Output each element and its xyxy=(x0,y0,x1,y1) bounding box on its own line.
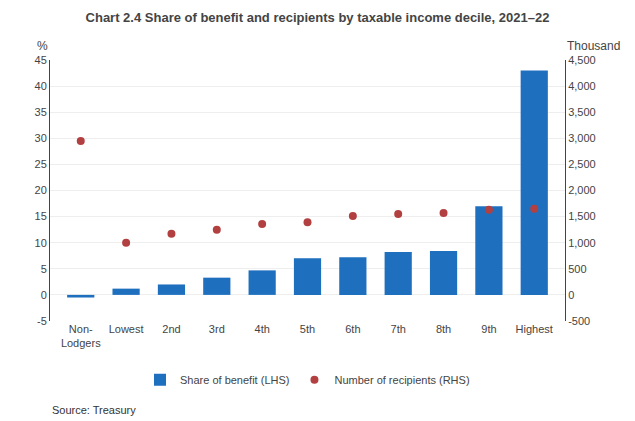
svg-text:35: 35 xyxy=(35,106,47,118)
svg-text:500: 500 xyxy=(568,263,586,275)
svg-text:Non-Lodgers: Non-Lodgers xyxy=(61,323,101,349)
svg-text:Share of benefit (LHS): Share of benefit (LHS) xyxy=(180,374,289,386)
svg-text:0: 0 xyxy=(41,289,47,301)
svg-text:45: 45 xyxy=(35,54,47,66)
svg-text:3,500: 3,500 xyxy=(568,106,596,118)
svg-text:5: 5 xyxy=(41,263,47,275)
svg-text:3,000: 3,000 xyxy=(568,132,596,144)
svg-text:10: 10 xyxy=(35,237,47,249)
svg-text:5th: 5th xyxy=(300,323,315,335)
svg-text:4th: 4th xyxy=(255,323,270,335)
svg-text:40: 40 xyxy=(35,80,47,92)
svg-text:15: 15 xyxy=(35,210,47,222)
svg-text:3rd: 3rd xyxy=(209,323,225,335)
svg-text:Number of recipients (RHS): Number of recipients (RHS) xyxy=(334,374,469,386)
svg-text:Chart 2.4 Share of benefit and: Chart 2.4 Share of benefit and recipient… xyxy=(86,10,550,25)
svg-text:Thousand: Thousand xyxy=(567,39,620,53)
svg-text:1,500: 1,500 xyxy=(568,210,596,222)
svg-text:Source: Treasury: Source: Treasury xyxy=(52,404,136,416)
svg-text:7th: 7th xyxy=(391,323,406,335)
svg-text:4,000: 4,000 xyxy=(568,80,596,92)
svg-text:4,500: 4,500 xyxy=(568,54,596,66)
svg-text:9th: 9th xyxy=(481,323,496,335)
svg-text:0: 0 xyxy=(568,289,574,301)
svg-text:2,000: 2,000 xyxy=(568,184,596,196)
svg-text:2nd: 2nd xyxy=(162,323,180,335)
svg-text:20: 20 xyxy=(35,184,47,196)
svg-text:25: 25 xyxy=(35,158,47,170)
svg-text:-5: -5 xyxy=(37,315,47,327)
svg-text:Highest: Highest xyxy=(516,323,553,335)
svg-text:1,000: 1,000 xyxy=(568,237,596,249)
svg-text:-500: -500 xyxy=(568,315,590,327)
svg-text:%: % xyxy=(37,39,48,53)
svg-text:8th: 8th xyxy=(436,323,451,335)
svg-text:30: 30 xyxy=(35,132,47,144)
svg-text:Lowest: Lowest xyxy=(109,323,144,335)
svg-text:2,500: 2,500 xyxy=(568,158,596,170)
svg-text:6th: 6th xyxy=(345,323,360,335)
